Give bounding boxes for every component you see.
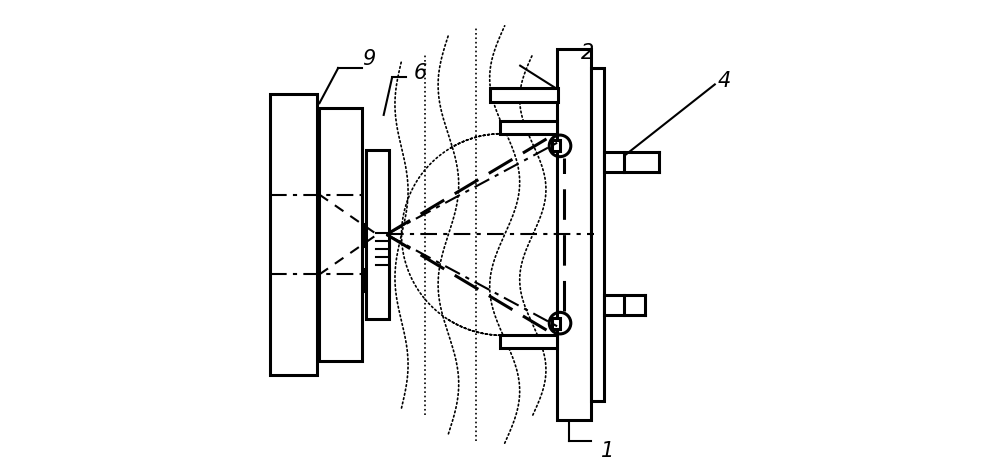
Bar: [552, 318, 560, 329]
Text: 6: 6: [413, 63, 426, 83]
Bar: [363, 224, 389, 246]
Bar: [500, 335, 557, 348]
Bar: [363, 269, 389, 291]
Text: 4: 4: [718, 71, 731, 91]
Bar: [366, 150, 389, 319]
Bar: [500, 121, 557, 134]
Text: 9: 9: [362, 49, 375, 68]
Bar: [557, 49, 591, 420]
Bar: [319, 108, 362, 361]
Text: 2: 2: [581, 43, 594, 62]
Bar: [490, 88, 558, 102]
Bar: [604, 295, 624, 315]
Bar: [591, 68, 604, 401]
Bar: [270, 94, 317, 375]
Bar: [552, 140, 560, 151]
Bar: [604, 152, 624, 172]
Text: 1: 1: [601, 441, 614, 461]
